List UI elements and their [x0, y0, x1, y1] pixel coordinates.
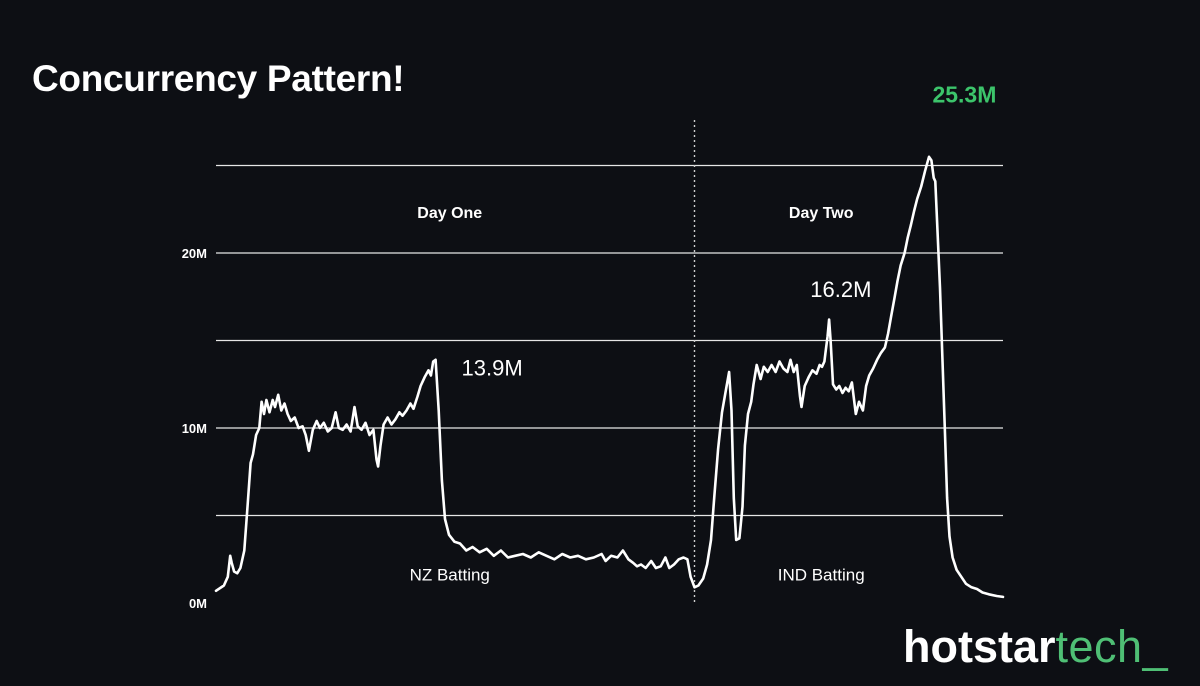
segment-label: IND Batting [778, 565, 865, 584]
segment-label: NZ Batting [410, 565, 490, 584]
y-tick-label: 0M [189, 596, 207, 611]
annotation-label: 16.2M [810, 277, 871, 302]
section-label: Day One [417, 205, 482, 222]
annotation-label: 13.9M [462, 356, 523, 381]
y-tick-label: 10M [182, 421, 207, 436]
annotation-label: 25.3M [932, 82, 996, 108]
brand-secondary: tech [1055, 621, 1143, 672]
chart-labels: Day One Day Two NZ Batting IND Batting [410, 205, 865, 584]
y-axis-ticks: 0M 10M 20M [182, 246, 207, 611]
peak-annotations: 13.9M 16.2M 25.3M [462, 82, 997, 381]
slide-title: Concurrency Pattern! [32, 58, 405, 99]
concurrency-series-line [214, 155, 1005, 599]
brand-cursor: _ [1142, 621, 1168, 672]
y-tick-label: 20M [182, 246, 207, 261]
hotstar-tech-logo: hotstartech_ [903, 620, 1168, 674]
brand-primary: hotstar [903, 621, 1056, 672]
gridlines [216, 164, 1003, 517]
series-points [215, 156, 1004, 598]
section-label: Day Two [789, 205, 854, 222]
